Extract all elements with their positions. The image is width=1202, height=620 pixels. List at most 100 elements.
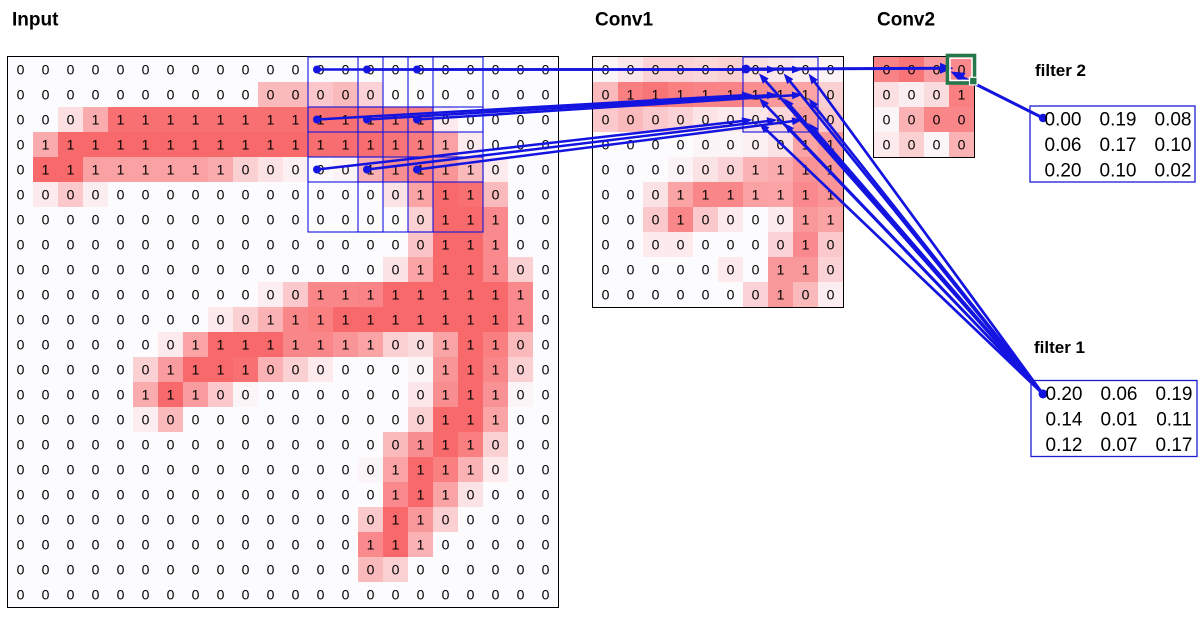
- svg-text:1: 1: [492, 262, 500, 278]
- svg-text:0: 0: [292, 62, 300, 78]
- svg-text:0: 0: [492, 487, 500, 503]
- svg-text:1: 1: [417, 437, 425, 453]
- svg-text:1: 1: [442, 462, 450, 478]
- svg-text:0: 0: [752, 237, 760, 253]
- svg-text:1: 1: [467, 262, 475, 278]
- svg-text:0: 0: [92, 387, 100, 403]
- svg-text:1: 1: [292, 337, 300, 353]
- svg-text:1: 1: [442, 387, 450, 403]
- svg-text:0: 0: [267, 437, 275, 453]
- svg-text:0: 0: [652, 237, 660, 253]
- svg-text:0: 0: [542, 112, 550, 128]
- svg-text:1: 1: [317, 137, 325, 153]
- svg-text:0: 0: [92, 437, 100, 453]
- svg-text:1: 1: [467, 462, 475, 478]
- svg-text:0: 0: [492, 537, 500, 553]
- svg-text:1: 1: [702, 187, 710, 203]
- svg-text:0: 0: [17, 337, 25, 353]
- svg-text:0: 0: [652, 112, 660, 128]
- svg-text:1: 1: [492, 337, 500, 353]
- svg-text:0: 0: [117, 487, 125, 503]
- svg-text:0: 0: [67, 287, 75, 303]
- svg-text:1: 1: [442, 237, 450, 253]
- svg-text:0: 0: [417, 587, 425, 603]
- svg-text:1: 1: [752, 187, 760, 203]
- svg-text:0: 0: [542, 212, 550, 228]
- svg-text:0: 0: [727, 262, 735, 278]
- svg-text:0: 0: [467, 562, 475, 578]
- svg-text:0: 0: [627, 137, 635, 153]
- svg-text:0: 0: [217, 187, 225, 203]
- svg-text:0: 0: [17, 412, 25, 428]
- svg-text:0: 0: [292, 87, 300, 103]
- svg-text:0: 0: [167, 212, 175, 228]
- svg-text:0: 0: [42, 187, 50, 203]
- svg-text:0: 0: [117, 87, 125, 103]
- svg-text:0: 0: [167, 237, 175, 253]
- svg-text:0: 0: [517, 162, 525, 178]
- svg-text:0: 0: [117, 237, 125, 253]
- svg-text:0: 0: [242, 212, 250, 228]
- svg-text:0: 0: [517, 512, 525, 528]
- svg-text:0: 0: [627, 237, 635, 253]
- svg-text:0: 0: [242, 462, 250, 478]
- svg-text:0: 0: [933, 87, 941, 103]
- svg-text:0: 0: [392, 262, 400, 278]
- svg-text:Input: Input: [12, 10, 59, 31]
- svg-text:1: 1: [392, 112, 400, 128]
- svg-text:1: 1: [417, 287, 425, 303]
- svg-text:0: 0: [142, 412, 150, 428]
- svg-text:1: 1: [442, 487, 450, 503]
- svg-text:0: 0: [17, 487, 25, 503]
- svg-text:1: 1: [242, 112, 250, 128]
- svg-text:0: 0: [117, 362, 125, 378]
- svg-text:0: 0: [117, 387, 125, 403]
- svg-text:0: 0: [142, 362, 150, 378]
- svg-text:0: 0: [217, 537, 225, 553]
- svg-text:0: 0: [492, 137, 500, 153]
- svg-text:1: 1: [492, 387, 500, 403]
- svg-text:1: 1: [242, 337, 250, 353]
- svg-text:0.19: 0.19: [1100, 110, 1137, 131]
- svg-text:1: 1: [492, 287, 500, 303]
- svg-text:0: 0: [192, 537, 200, 553]
- svg-text:0: 0: [117, 587, 125, 603]
- svg-text:0: 0: [492, 512, 500, 528]
- svg-text:0: 0: [367, 462, 375, 478]
- svg-text:0: 0: [517, 87, 525, 103]
- svg-text:0: 0: [542, 487, 550, 503]
- svg-text:0: 0: [392, 437, 400, 453]
- svg-text:1: 1: [492, 212, 500, 228]
- svg-text:0: 0: [752, 112, 760, 128]
- svg-text:0: 0: [67, 312, 75, 328]
- svg-text:0: 0: [542, 162, 550, 178]
- svg-text:0: 0: [677, 137, 685, 153]
- svg-text:0: 0: [517, 137, 525, 153]
- svg-text:0: 0: [217, 312, 225, 328]
- svg-text:0: 0: [702, 262, 710, 278]
- svg-text:0: 0: [142, 487, 150, 503]
- svg-text:0: 0: [958, 112, 966, 128]
- svg-text:1: 1: [167, 112, 175, 128]
- svg-text:0: 0: [217, 237, 225, 253]
- svg-text:0.01: 0.01: [1101, 409, 1138, 430]
- svg-text:0.14: 0.14: [1046, 409, 1083, 430]
- svg-text:0: 0: [317, 262, 325, 278]
- svg-text:0: 0: [192, 187, 200, 203]
- svg-text:0: 0: [42, 287, 50, 303]
- svg-text:1: 1: [367, 137, 375, 153]
- svg-text:0: 0: [242, 287, 250, 303]
- svg-text:1: 1: [392, 287, 400, 303]
- svg-text:1: 1: [417, 537, 425, 553]
- svg-text:1: 1: [467, 387, 475, 403]
- svg-text:0: 0: [517, 387, 525, 403]
- svg-text:0: 0: [517, 362, 525, 378]
- svg-text:1: 1: [467, 312, 475, 328]
- svg-text:0: 0: [292, 437, 300, 453]
- svg-text:0: 0: [392, 412, 400, 428]
- svg-text:0: 0: [92, 87, 100, 103]
- svg-text:1: 1: [417, 512, 425, 528]
- svg-text:0: 0: [92, 62, 100, 78]
- svg-text:0: 0: [342, 87, 350, 103]
- svg-text:0: 0: [217, 62, 225, 78]
